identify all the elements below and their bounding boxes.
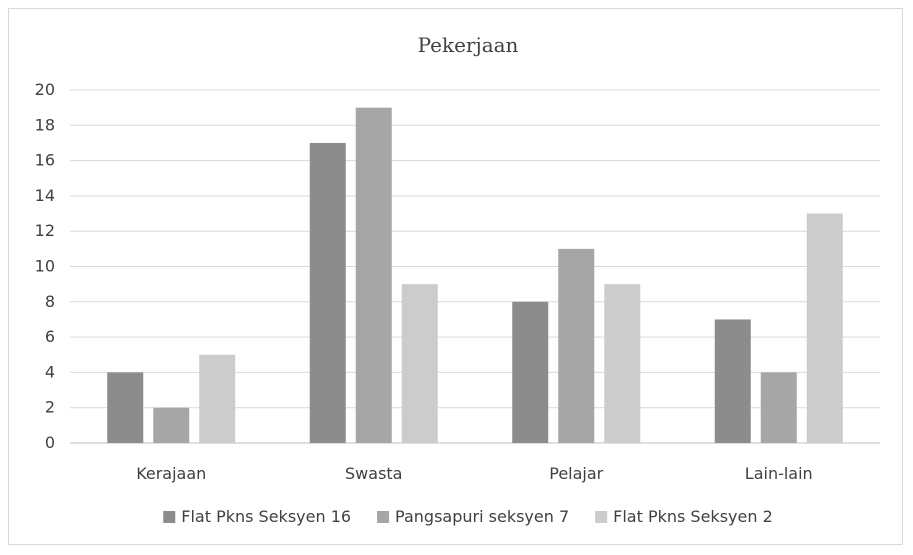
legend-label: Flat Pkns Seksyen 2 — [613, 507, 773, 526]
y-tick-label: 18 — [35, 115, 55, 134]
bar — [309, 142, 346, 443]
bar — [512, 301, 549, 443]
y-axis-ticks: 0 2 4 6 8 10 12 14 16 18 20 — [35, 80, 55, 452]
bar — [806, 213, 843, 443]
y-tick-label: 6 — [45, 327, 55, 346]
legend-item: Flat Pkns Seksyen 16 — [163, 507, 351, 526]
bar — [153, 407, 190, 443]
y-tick-label: 0 — [45, 433, 55, 452]
y-tick-label: 16 — [35, 151, 55, 170]
y-tick-label: 4 — [45, 362, 55, 381]
legend-item: Pangsapuri seksyen 7 — [377, 507, 569, 526]
y-tick-label: 10 — [35, 257, 55, 276]
legend-swatch — [377, 511, 390, 523]
x-tick-label: Lain-lain — [745, 464, 813, 483]
bar — [604, 284, 641, 443]
bar — [401, 284, 438, 443]
y-tick-label: 12 — [35, 221, 55, 240]
y-tick-label: 8 — [45, 292, 55, 311]
legend-label: Flat Pkns Seksyen 16 — [181, 507, 351, 526]
y-tick-label: 2 — [45, 398, 55, 417]
y-tick-label: 20 — [35, 80, 55, 99]
x-tick-label: Swasta — [345, 464, 402, 483]
bar — [199, 354, 236, 443]
legend-item: Flat Pkns Seksyen 2 — [595, 507, 773, 526]
chart-title: Pekerjaan — [418, 33, 519, 57]
legend: Flat Pkns Seksyen 16 Pangsapuri seksyen 7… — [163, 507, 773, 526]
bar — [714, 319, 751, 443]
bars — [107, 107, 843, 444]
gridlines — [70, 89, 880, 444]
bar — [760, 372, 797, 443]
legend-swatch — [595, 511, 608, 523]
x-tick-label: Kerajaan — [136, 464, 206, 483]
legend-swatch — [163, 511, 176, 523]
chart-frame — [8, 8, 903, 545]
legend-label: Pangsapuri seksyen 7 — [395, 507, 569, 526]
y-tick-label: 14 — [35, 186, 55, 205]
bar — [107, 372, 144, 443]
x-axis-ticks: Kerajaan Swasta Pelajar Lain-lain — [136, 464, 813, 483]
x-tick-label: Pelajar — [549, 464, 603, 483]
bar — [558, 248, 595, 443]
bar — [355, 107, 392, 444]
